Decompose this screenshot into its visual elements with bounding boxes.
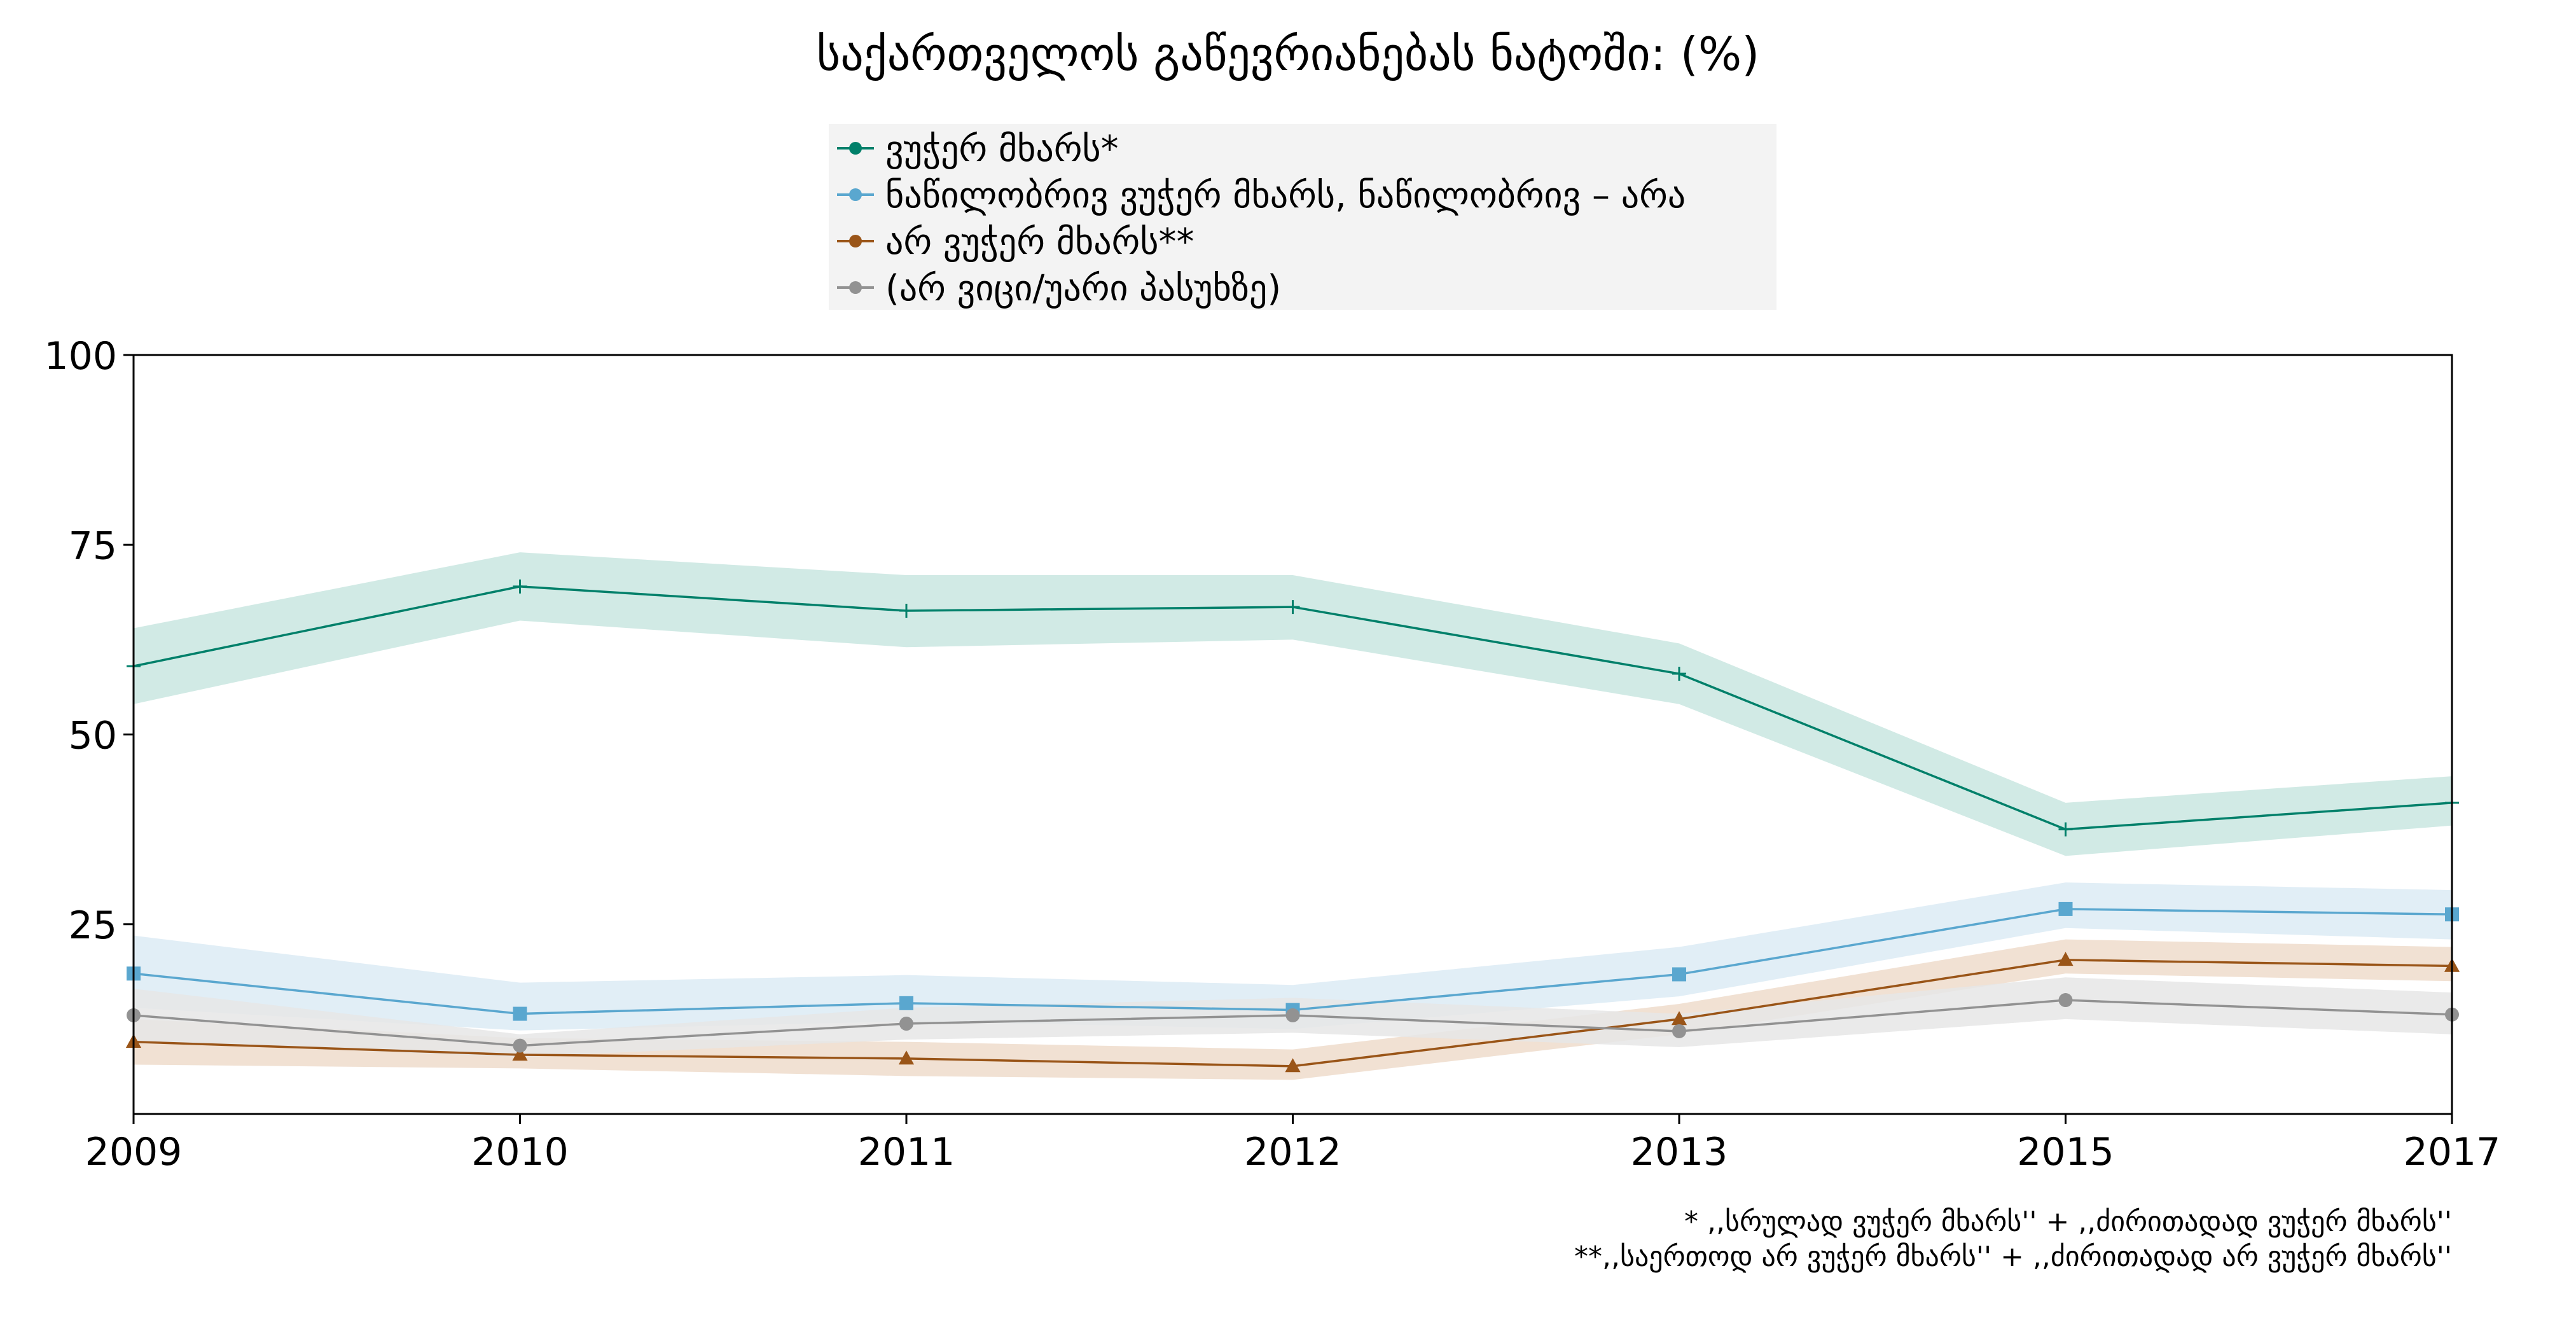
point-series-1-2010 bbox=[513, 579, 527, 594]
x-tick-label-2010: 2010 bbox=[471, 1130, 569, 1174]
point-series-2-2013 bbox=[1672, 967, 1686, 982]
x-axis: 2009 2010 2011 2012 2013 2015 2017 bbox=[85, 1114, 2501, 1174]
plot-area bbox=[125, 354, 2460, 1115]
point-series-1-2013 bbox=[1672, 667, 1686, 681]
legend-marker-series-2 bbox=[849, 188, 862, 201]
x-tick-label-2012: 2012 bbox=[1244, 1130, 1341, 1174]
point-series-4-2011 bbox=[899, 1017, 913, 1031]
y-axis: 100 75 50 25 bbox=[44, 334, 134, 948]
y-tick-label-50: 50 bbox=[69, 714, 117, 758]
confidence-band-series-2 bbox=[134, 882, 2452, 1031]
legend-marker-series-4 bbox=[849, 281, 862, 294]
legend: ვუჭერ მხარს* ნაწილობრივ ვუჭერ მხარს, ნაწი… bbox=[829, 124, 1776, 310]
chart-title: საქართველოს გაწევრიანებას ნატოში: (%) bbox=[817, 27, 1760, 81]
y-tick-label-100: 100 bbox=[44, 334, 117, 379]
x-tick-label-2011: 2011 bbox=[858, 1130, 955, 1174]
point-series-3-2011 bbox=[898, 1050, 915, 1065]
y-tick-label-75: 75 bbox=[69, 524, 117, 568]
point-series-1-2015 bbox=[2058, 822, 2073, 837]
legend-marker-series-1 bbox=[849, 142, 862, 155]
y-tick-label-25: 25 bbox=[69, 903, 117, 948]
footnotes: * ,,სრულად ვუჭერ მხარს'' + ,,ძირითადად ვ… bbox=[1574, 1206, 2452, 1273]
x-tick-label-2009: 2009 bbox=[85, 1130, 183, 1174]
point-series-1-2012 bbox=[1285, 600, 1300, 615]
point-series-4-2015 bbox=[2058, 993, 2073, 1008]
footnote-2: **,,საერთოდ არ ვუჭერ მხარს'' + ,,ძირითად… bbox=[1574, 1241, 2452, 1273]
x-tick-label-2013: 2013 bbox=[1631, 1130, 1728, 1174]
point-series-3-2015 bbox=[2058, 952, 2074, 966]
point-series-1-2011 bbox=[899, 604, 913, 618]
point-series-2-2011 bbox=[899, 996, 913, 1010]
point-series-2-2015 bbox=[2058, 901, 2073, 916]
point-series-4-2012 bbox=[1285, 1008, 1300, 1022]
legend-label-series-1: ვუჭერ მხარს* bbox=[885, 129, 1119, 170]
point-series-3-2013 bbox=[1671, 1011, 1687, 1026]
legend-label-series-4: (არ ვიცი/უარი პასუხზე) bbox=[885, 268, 1281, 309]
point-series-3-2010 bbox=[512, 1047, 528, 1061]
x-tick-label-2017: 2017 bbox=[2404, 1130, 2501, 1174]
legend-items: ვუჭერ მხარს* ნაწილობრივ ვუჭერ მხარს, ნაწი… bbox=[837, 129, 1686, 309]
point-series-4-2010 bbox=[513, 1038, 527, 1053]
legend-label-series-3: არ ვუჭერ მხარს** bbox=[885, 221, 1195, 263]
point-series-3-2012 bbox=[1285, 1058, 1301, 1073]
legend-marker-series-3 bbox=[849, 235, 862, 247]
legend-label-series-2: ნაწილობრივ ვუჭერ მხარს, ნაწილობრივ – არა bbox=[885, 175, 1686, 216]
footnote-1: * ,,სრულად ვუჭერ მხარს'' + ,,ძირითადად ვ… bbox=[1684, 1206, 2452, 1238]
point-series-2-2010 bbox=[513, 1006, 527, 1021]
confidence-band-series-1 bbox=[134, 552, 2452, 856]
point-series-4-2013 bbox=[1672, 1024, 1686, 1038]
legend-background bbox=[829, 124, 1776, 310]
x-tick-label-2015: 2015 bbox=[2017, 1130, 2114, 1174]
